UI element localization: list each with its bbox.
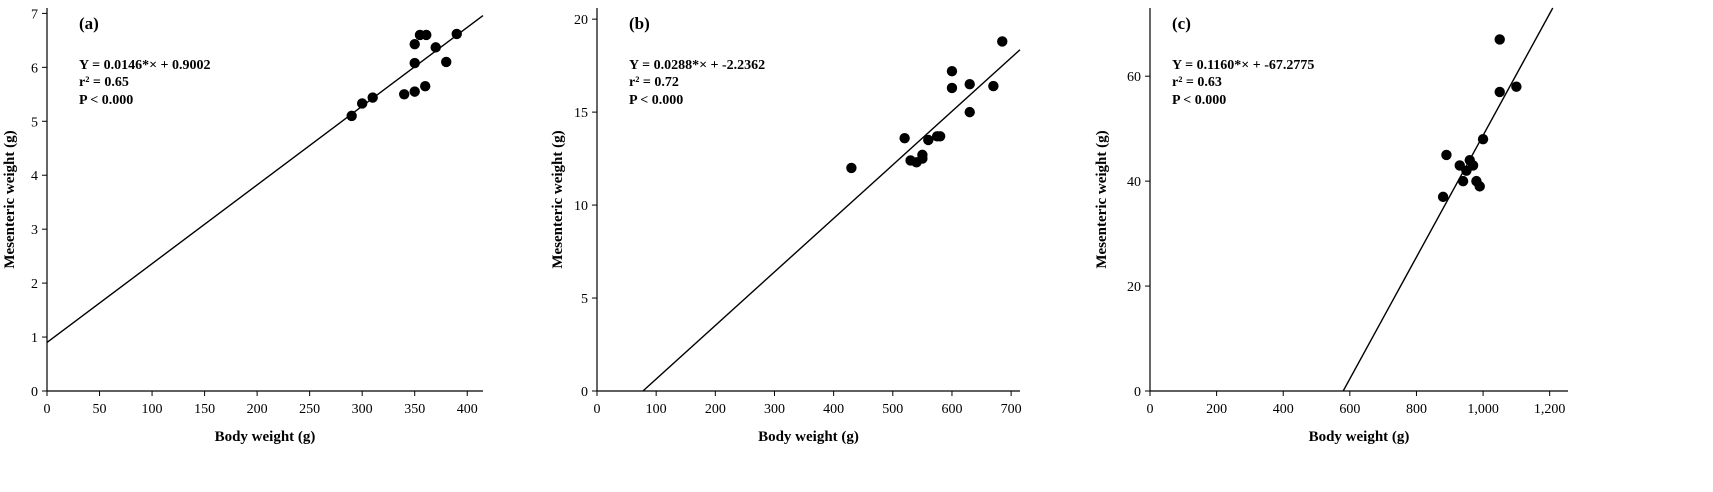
data-point bbox=[1437, 191, 1449, 203]
x-tick-label: 300 bbox=[764, 402, 785, 417]
y-tick-label: 20 bbox=[1127, 280, 1141, 295]
regression-line bbox=[46, 15, 484, 344]
panel-b: 0 100 200 300 400 500 600 700 0 5 10 15 20 Body weigh… bbox=[550, 8, 1022, 445]
x-tick-label: 200 bbox=[1206, 402, 1227, 417]
x-axis-label: Body weight (g) bbox=[758, 429, 859, 445]
annotation-eq: Y = 0.0146*× + 0.9002 bbox=[79, 58, 211, 73]
data-point bbox=[964, 106, 975, 118]
data-point bbox=[430, 42, 441, 53]
data-point bbox=[1494, 34, 1505, 45]
regression-line bbox=[642, 49, 1021, 392]
y-axis-label: Mesenteric weight (g) bbox=[550, 130, 566, 268]
data-point bbox=[917, 153, 928, 164]
data-point bbox=[1494, 86, 1505, 98]
y-tick-label: 6 bbox=[31, 61, 38, 76]
data-point bbox=[964, 79, 975, 90]
data-point bbox=[1474, 181, 1485, 192]
panel-label: (c) bbox=[1172, 14, 1191, 33]
data-point bbox=[1511, 81, 1522, 92]
y-tick-label: 1 bbox=[31, 331, 38, 346]
annotation-r2: r² = 0.65 bbox=[79, 75, 129, 90]
data-point bbox=[923, 134, 934, 146]
x-tick-label: 400 bbox=[823, 402, 844, 417]
x-tick-label: 700 bbox=[1001, 402, 1022, 417]
x-tick-label: 100 bbox=[142, 402, 163, 417]
x-axis-label: Body weight (g) bbox=[1309, 429, 1410, 445]
x-tick-label: 100 bbox=[646, 402, 667, 417]
data-point bbox=[899, 132, 910, 144]
data-point bbox=[420, 81, 431, 92]
y-axis-label: Mesenteric weight (g) bbox=[2, 130, 18, 268]
panel-label: (a) bbox=[79, 14, 99, 33]
data-point bbox=[946, 82, 958, 94]
y-tick-label: 5 bbox=[581, 292, 588, 307]
y-tick-label: 60 bbox=[1127, 70, 1141, 85]
y-tick-label: 3 bbox=[31, 223, 38, 238]
x-tick-label: 1,000 bbox=[1467, 402, 1499, 417]
y-tick-label: 20 bbox=[574, 13, 588, 28]
x-axis-label: Body weight (g) bbox=[215, 429, 316, 445]
y-tick-label: 5 bbox=[31, 115, 38, 130]
x-tick-label: 500 bbox=[882, 402, 903, 417]
annotation-r2: r² = 0.63 bbox=[1172, 75, 1222, 90]
x-tick-label: 600 bbox=[941, 402, 962, 417]
y-tick-label: 0 bbox=[31, 385, 38, 400]
y-tick-label: 7 bbox=[31, 7, 38, 22]
x-tick-label: 400 bbox=[1273, 402, 1294, 417]
annotation-eq: Y = 0.0288*× + -2.2362 bbox=[629, 58, 765, 73]
annotation-p: P < 0.000 bbox=[629, 93, 683, 108]
y-tick-label: 40 bbox=[1127, 175, 1141, 190]
data-point bbox=[988, 80, 999, 92]
x-tick-label: 400 bbox=[457, 402, 478, 417]
data-point bbox=[409, 38, 420, 50]
annotation-eq: Y = 0.1160*× + -67.2775 bbox=[1172, 58, 1314, 73]
x-tick-label: 300 bbox=[352, 402, 373, 417]
data-point bbox=[946, 66, 958, 77]
y-tick-label: 2 bbox=[31, 277, 38, 292]
regression-line bbox=[1342, 7, 1554, 392]
data-point bbox=[421, 29, 432, 41]
x-tick-label: 600 bbox=[1339, 402, 1360, 417]
panel-a: 0 50 100 150 200 250 300 350 400 0 1 2 3 4 5 6 7 Body wei… bbox=[2, 7, 484, 445]
data-point bbox=[346, 110, 357, 122]
x-tick-label: 200 bbox=[247, 402, 268, 417]
x-tick-label: 250 bbox=[299, 402, 320, 417]
data-point bbox=[1457, 175, 1469, 187]
data-point bbox=[997, 36, 1008, 47]
annotation-p: P < 0.000 bbox=[1172, 93, 1226, 108]
y-tick-label: 4 bbox=[31, 169, 38, 184]
y-axis-label: Mesenteric weight (g) bbox=[1094, 130, 1110, 268]
y-tick-label: 0 bbox=[581, 385, 588, 400]
y-tick-label: 15 bbox=[574, 106, 588, 121]
data-point bbox=[441, 56, 452, 68]
data-point bbox=[409, 86, 420, 97]
panel-label: (b) bbox=[629, 14, 650, 33]
x-tick-label: 200 bbox=[705, 402, 726, 417]
data-point bbox=[399, 89, 410, 100]
data-point bbox=[356, 98, 368, 109]
x-tick-label: 50 bbox=[93, 402, 107, 417]
x-tick-label: 0 bbox=[44, 402, 51, 417]
x-tick-label: 350 bbox=[404, 402, 425, 417]
data-point bbox=[1467, 160, 1479, 171]
annotation-p: P < 0.000 bbox=[79, 93, 133, 108]
x-tick-label: 0 bbox=[1147, 402, 1154, 417]
annotation-r2: r² = 0.72 bbox=[629, 75, 679, 90]
x-tick-label: 800 bbox=[1406, 402, 1427, 417]
x-tick-label: 150 bbox=[194, 402, 215, 417]
data-point bbox=[409, 57, 420, 69]
data-point bbox=[367, 92, 378, 103]
panel-c: 0 200 400 600 800 1,000 1,200 0 20 40 60 Body weigh… bbox=[1094, 7, 1568, 445]
data-point bbox=[1477, 133, 1489, 145]
y-tick-label: 0 bbox=[1134, 385, 1141, 400]
data-point bbox=[846, 162, 857, 174]
x-tick-label: 0 bbox=[594, 402, 601, 417]
data-point bbox=[934, 131, 946, 142]
data-point bbox=[451, 28, 462, 40]
y-tick-label: 10 bbox=[574, 199, 588, 214]
data-point bbox=[1441, 149, 1452, 161]
x-tick-label: 1,200 bbox=[1534, 402, 1566, 417]
